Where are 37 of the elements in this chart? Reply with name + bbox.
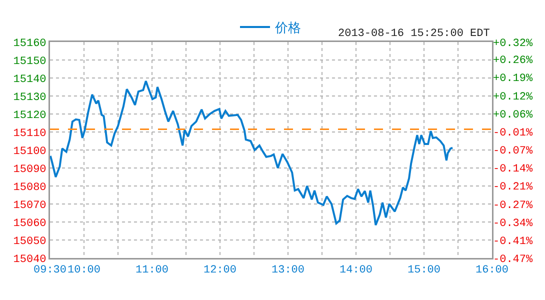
y-tick-label: 15070 <box>13 200 46 212</box>
y2-tick-label: +0.26% <box>493 55 534 68</box>
x-tick-label: 13:00 <box>271 264 305 277</box>
legend-label: 价格 <box>274 21 301 36</box>
y2-tick-label: -0.41% <box>493 236 534 248</box>
x-tick-label: 16:00 <box>475 264 509 277</box>
y2-tick-label: +0.32% <box>493 38 534 50</box>
x-tick-label: 11:00 <box>135 264 169 277</box>
y2-tick-label: -0.21% <box>493 182 534 194</box>
x-tick-label: 15:00 <box>407 264 441 277</box>
x-tick-label: 12:00 <box>203 264 237 277</box>
y-tick-label: 15150 <box>13 56 46 68</box>
text: 2013-08-16 15:25:00 EDT <box>338 28 490 40</box>
y2-tick-label: -0.07% <box>493 145 534 158</box>
y-tick-label: 15160 <box>13 38 46 50</box>
y2-tick-label: -0.01% <box>493 127 534 140</box>
y2-tick-label: +0.19% <box>493 73 534 86</box>
x-tick-label: 10:00 <box>67 264 101 277</box>
x-tick-label: 14:00 <box>339 264 373 277</box>
y-tick-label: 15060 <box>13 218 46 230</box>
y-tick-label: 15110 <box>13 128 46 140</box>
y-tick-label: 15100 <box>13 146 46 158</box>
y-tick-label: 15120 <box>13 110 46 122</box>
y-tick-label: 15140 <box>13 74 46 86</box>
y-tick-label: 15130 <box>13 92 46 104</box>
y-tick-label: 15090 <box>13 164 46 176</box>
y2-tick-label: +0.06% <box>493 109 534 122</box>
y2-tick-label: +0.12% <box>493 91 534 104</box>
y2-tick-label: -0.47% <box>493 254 534 266</box>
y2-tick-label: -0.14% <box>493 164 534 176</box>
y-tick-label: 15080 <box>13 182 46 194</box>
y-tick-label: 15050 <box>13 236 46 248</box>
y-tick-label: 15040 <box>13 254 46 266</box>
x-tick-label: 09:30 <box>33 264 67 277</box>
y2-tick-label: -0.27% <box>493 200 534 212</box>
y2-tick-label: -0.34% <box>493 218 534 230</box>
line-series <box>50 80 454 226</box>
